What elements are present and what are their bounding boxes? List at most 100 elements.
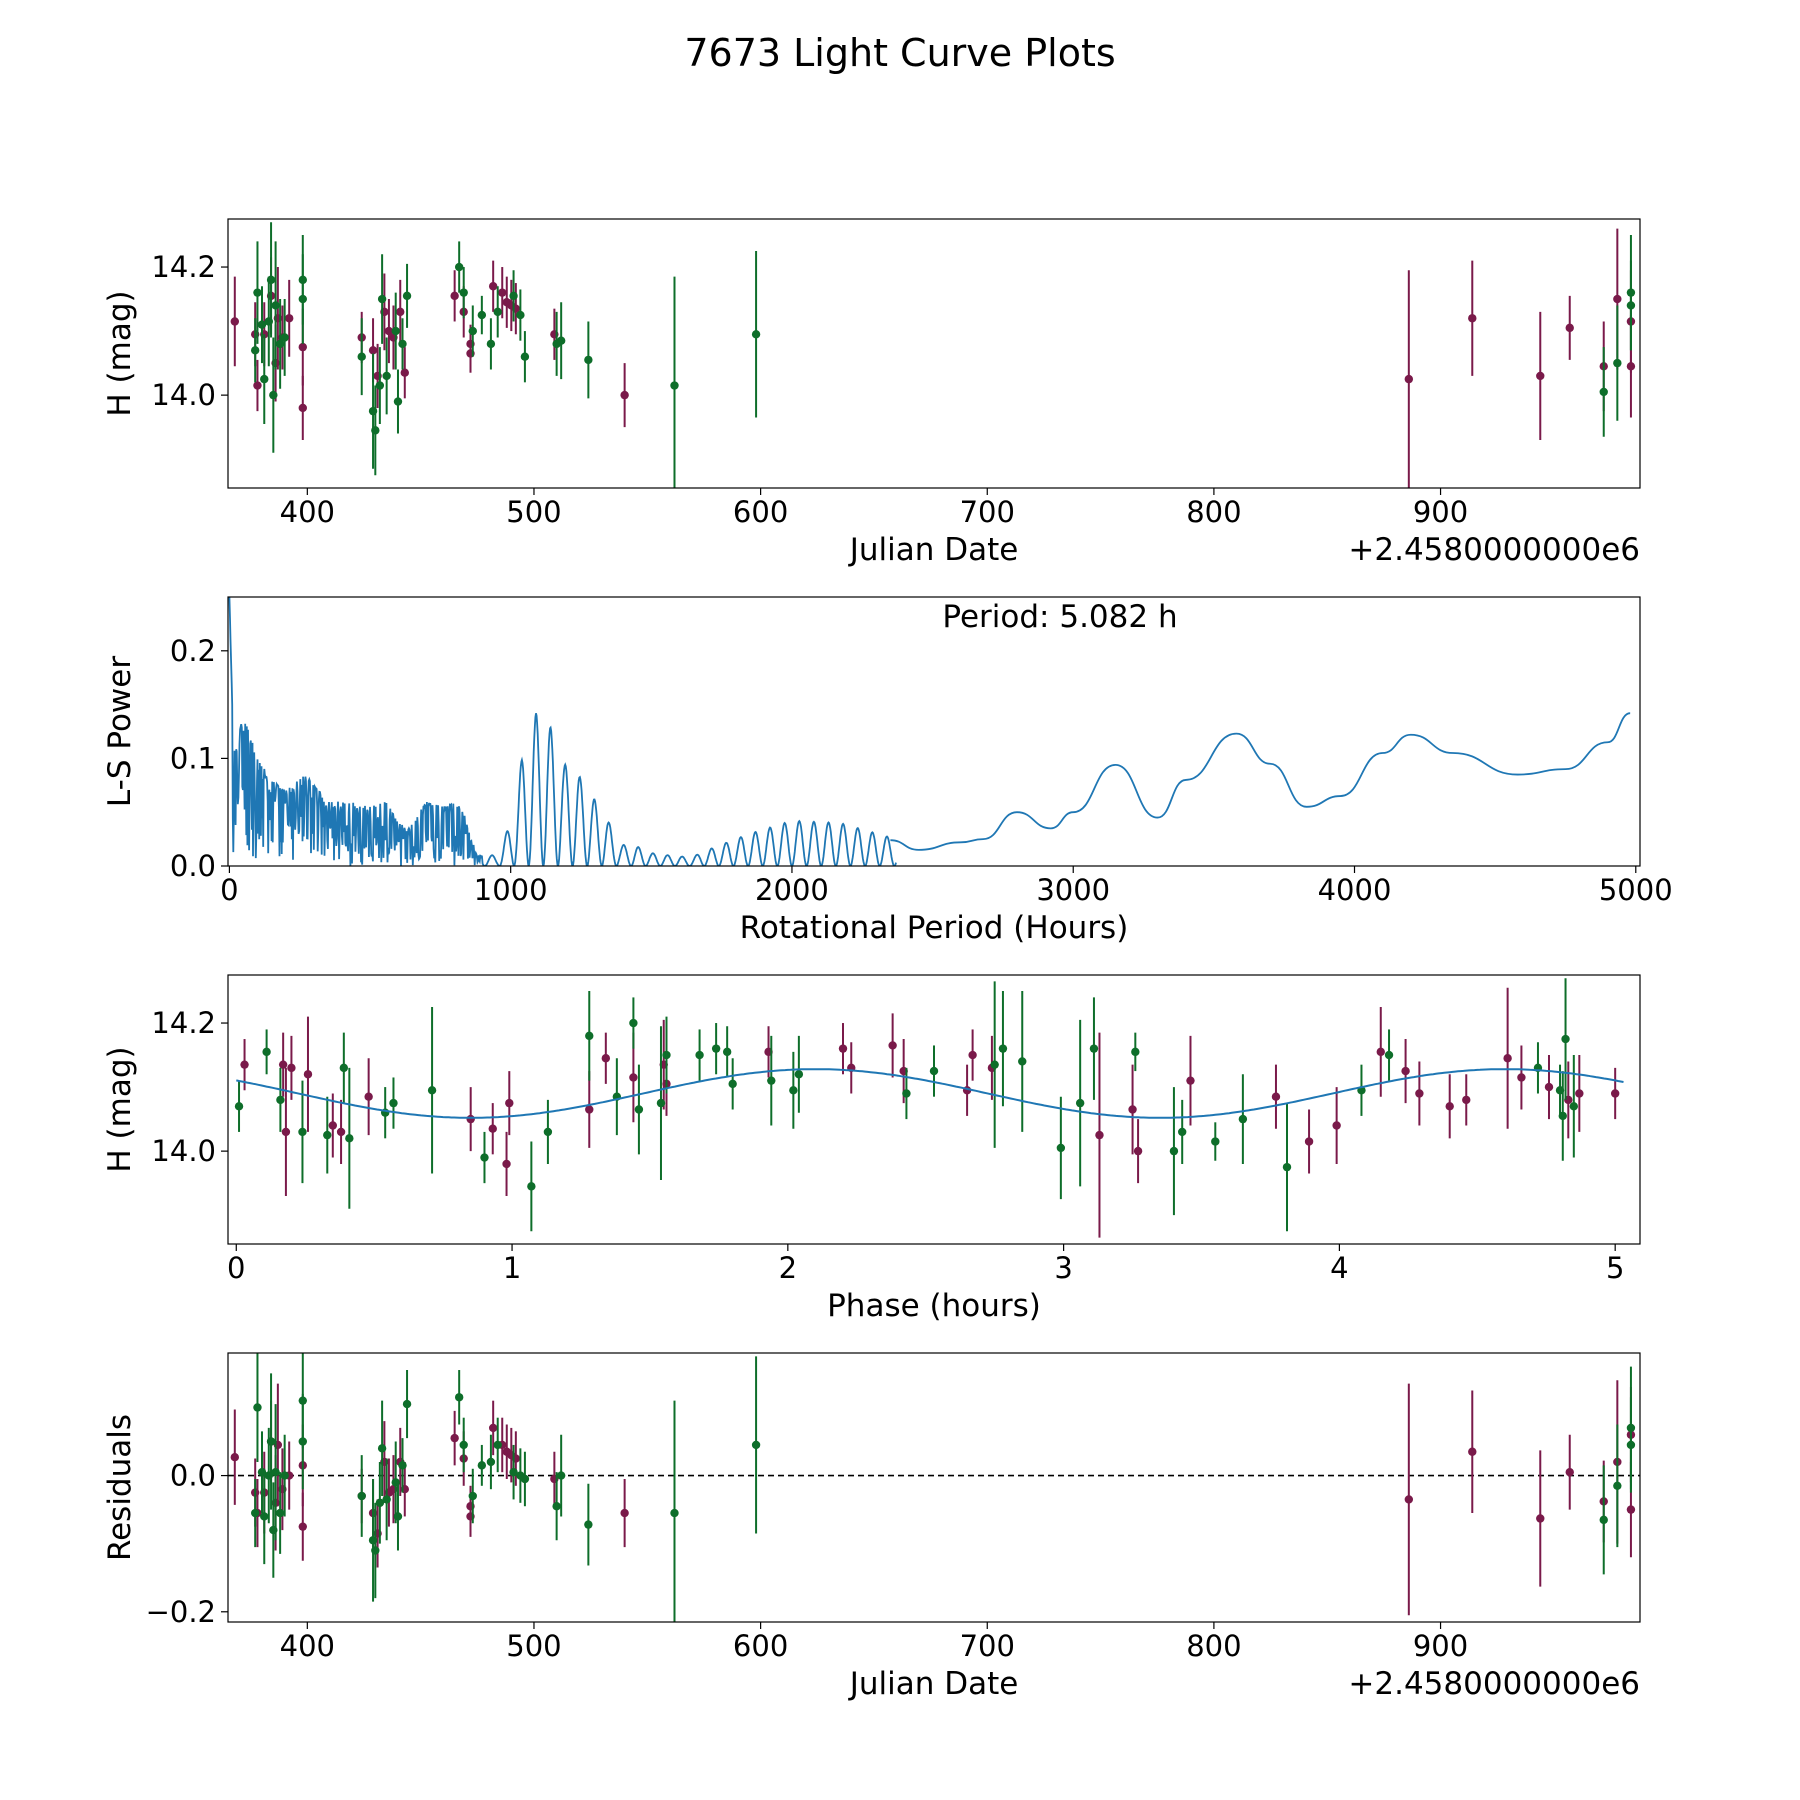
data-point [377,294,387,304]
data-point [711,1044,721,1053]
y-axis-label: Residuals [102,1414,138,1561]
data-point [382,371,391,381]
data-point [1271,1092,1281,1101]
y-tick-label: 0.0 [170,1459,216,1493]
x-tick-label: 3000 [1036,873,1110,907]
data-point [250,346,260,355]
data-point [468,326,477,336]
x-tick-label: 600 [733,495,788,529]
data-point [1376,1047,1385,1057]
data-point [1599,387,1608,397]
data-point [1238,1114,1248,1124]
data-point [377,1444,387,1453]
data-point [454,262,464,272]
data-point [450,291,459,301]
data-point [345,1134,354,1143]
data-point [585,1105,594,1114]
data-point [634,1105,644,1114]
data-point [1186,1076,1195,1085]
x-tick-label: 900 [1413,495,1468,529]
data-point [284,314,294,323]
x-axis-label: Phase (hours) [827,1288,1041,1324]
plot-area [234,978,1624,1238]
data-point [794,1070,804,1079]
light-curve-panel: 400 500 600 700 800 900 14.0 14.2 Julian Date +2.… [102,218,1641,568]
data-point [1613,358,1622,368]
x-tick-label: 700 [960,495,1015,529]
data-point [1133,1146,1143,1156]
data-point [695,1050,704,1060]
x-tick-label: 0 [227,1251,245,1285]
data-point [751,330,761,339]
data-point [1089,1044,1099,1053]
data-point [520,1474,530,1484]
data-point [450,1433,459,1443]
data-point [375,381,385,390]
data-point [364,1092,373,1101]
x-offset-label: +2.4580000000e6 [1348,532,1640,568]
data-point [1626,1440,1636,1450]
data-point [929,1066,939,1076]
data-point [271,301,280,310]
data-point [1401,1066,1410,1076]
y-axis-label: H (mag) [102,290,138,416]
data-point [468,1491,477,1501]
data-point [1575,1089,1584,1098]
data-point [466,1114,475,1124]
data-point [509,291,518,301]
data-point [477,310,487,320]
axes-frame [227,1352,1641,1623]
data-point [375,1498,385,1508]
data-point [1445,1102,1454,1111]
data-point [584,355,593,365]
data-point [250,1508,260,1518]
data-point [1404,1495,1414,1504]
data-point [1282,1162,1292,1172]
data-point [1544,1082,1554,1092]
data-point [670,1508,679,1518]
data-point [323,1130,332,1140]
y-tick-label: 14.2 [151,250,216,284]
x-tick-label: 800 [1186,495,1241,529]
x-tick-label: 500 [506,1629,561,1663]
x-tick-label: 900 [1413,1629,1468,1663]
data-point [271,1467,280,1477]
data-point [260,1512,269,1521]
y-tick-label: 14.0 [151,378,216,412]
data-point [459,288,468,297]
data-point [767,1076,776,1085]
x-tick-label: 400 [280,495,335,529]
data-point [488,1124,497,1133]
data-point [398,1461,407,1470]
data-point [1131,1047,1140,1057]
data-point [298,1437,307,1446]
data-point [1626,1505,1636,1514]
x-tick-label: 1 [503,1251,521,1285]
data-point [389,1098,398,1108]
data-point [1178,1127,1187,1137]
data-point [266,1437,276,1446]
data-point [253,1403,262,1412]
data-point [275,339,285,349]
data-point [1536,371,1545,381]
data-point [1610,1089,1620,1098]
data-point [1569,1102,1579,1111]
y-tick-label: 14.2 [151,1006,216,1040]
axes-frame [227,596,1641,867]
data-point [1404,374,1414,384]
data-point [620,390,629,400]
x-tick-label: 2000 [755,873,829,907]
data-point [520,352,530,361]
data-point [281,1127,291,1137]
data-point [371,426,380,435]
data-point [303,1070,313,1079]
data-point [477,1461,487,1470]
data-point [968,1050,977,1060]
data-point [601,1054,611,1063]
phased-light-curve-panel: 0 1 2 3 4 5 14.0 14.2 Phase (hours) H (mag) [102,974,1641,1324]
data-point [276,1095,285,1105]
data-point [427,1086,437,1095]
data-point [1128,1105,1137,1114]
data-point [656,1098,666,1108]
data-point [990,1060,999,1069]
